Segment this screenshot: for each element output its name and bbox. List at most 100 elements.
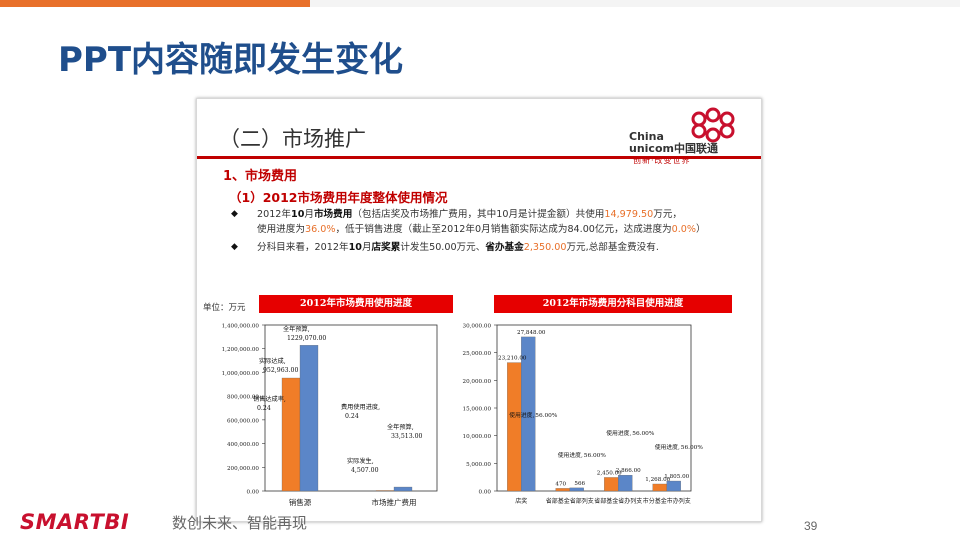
smartbi-logo: SMARTBI bbox=[20, 510, 130, 534]
chart1-ytick-label: 800,000.00 bbox=[227, 395, 259, 401]
footer-tagline: 数创未来、智能再现 bbox=[172, 514, 308, 532]
subsection-heading: （1）2012市场费用年度整体使用情况 bbox=[229, 190, 448, 205]
chart2-progress-value: 56.00% bbox=[681, 445, 704, 451]
top-bar-rest bbox=[310, 0, 960, 7]
chart1-category-label: 销售源 bbox=[289, 497, 312, 507]
chart1-annotation-label: 费用使用进度, bbox=[341, 403, 380, 411]
chart2-category-label: 市分基金市办列支 bbox=[643, 497, 691, 505]
chart2-progress-label: 使用进度, bbox=[509, 411, 534, 419]
chart2-orange-value-label: 23,210.00 bbox=[498, 356, 527, 362]
b1-text1: 2012年 bbox=[257, 209, 292, 220]
chart2-blue-value-label: 1,805.00 bbox=[664, 474, 689, 480]
slide-title-underline bbox=[197, 156, 761, 159]
b1-text7: ） bbox=[696, 224, 706, 235]
chart1-annotation-label: 实际达成, bbox=[259, 357, 286, 365]
chart2-progress-label: 使用进度, bbox=[558, 451, 583, 459]
chart2-bar bbox=[652, 483, 667, 492]
chart2-ytick-label: 10,000.00 bbox=[463, 434, 492, 440]
chart2-orange-value-label: 1,268.00 bbox=[645, 477, 670, 483]
b2-term: 店奖累 bbox=[371, 242, 401, 253]
chart2-bar bbox=[569, 487, 584, 492]
chart1-svg: 1,400,000.00 1,200,000.00 1,000,000.00 800,… bbox=[222, 324, 438, 507]
chart2-ytick-label: 30,000.00 bbox=[463, 324, 492, 330]
chart2-bar bbox=[666, 480, 681, 492]
chart1-annotation-value: 0.24 bbox=[257, 405, 271, 412]
chart2-bar bbox=[521, 336, 536, 492]
chart2-ytick-label: 25,000.00 bbox=[463, 351, 492, 357]
b1-text2: 月 bbox=[304, 209, 314, 220]
logo-brand-text: China unicom中国联通 bbox=[629, 131, 718, 155]
logo-brand-line1: China bbox=[629, 130, 664, 143]
logo-slogan: 创新·改变世界 bbox=[633, 156, 691, 165]
chart2-blue-value-label: 2,866.00 bbox=[616, 468, 641, 474]
chart2-bar bbox=[618, 474, 633, 492]
chart1-ytick-label: 1,000,000.00 bbox=[222, 371, 260, 377]
chart1-ytick-label: 1,400,000.00 bbox=[222, 324, 260, 330]
b1-text4: 万元， bbox=[653, 209, 683, 220]
bullet-diamond-icon: ◆ bbox=[231, 242, 238, 252]
unicom-knot-icon bbox=[691, 107, 735, 143]
chart1-ytick-label: 0.00 bbox=[247, 490, 260, 496]
top-accent-bar bbox=[0, 0, 310, 7]
chart1-annotation-value: 952,963.00 bbox=[263, 367, 298, 374]
chart1-ytick-label: 600,000.00 bbox=[227, 418, 259, 424]
china-unicom-logo: China unicom中国联通 创新·改变世界 bbox=[629, 107, 747, 167]
chart1-annotation-value: 33,513.00 bbox=[391, 433, 423, 440]
chart2-bar bbox=[507, 362, 522, 492]
chart1-ytick-label: 1,200,000.00 bbox=[222, 347, 260, 353]
chart1-bar bbox=[393, 486, 413, 492]
b1-progress: 36.0% bbox=[304, 224, 336, 235]
b1-text6: ，低于销售进度（截止至2012年0月销售额实际达成为84.00亿元，达成进度为 bbox=[335, 224, 672, 235]
chart2-svg: 30,000.00 25,000.00 20,000.00 15,000.00 10,0… bbox=[463, 324, 704, 506]
chart2-bar bbox=[604, 477, 619, 492]
section-heading: 1、市场费用 bbox=[223, 169, 298, 184]
chart1-annotation-label: 全年预算, bbox=[283, 325, 310, 333]
b1-term: 市场费用 bbox=[313, 209, 353, 220]
chart1-bar bbox=[299, 345, 319, 492]
chart2-category-label: 省部基金省部列支 bbox=[546, 497, 594, 505]
unit-label: 单位：万元 bbox=[203, 303, 246, 313]
chart1-bar bbox=[281, 377, 301, 492]
logo-brand-line2: unicom中国联通 bbox=[629, 142, 718, 155]
b2-text1: 分科目来看，2012年 bbox=[257, 242, 349, 253]
chart1-category-label: 市场推广费用 bbox=[372, 497, 417, 507]
chart2-title: 2012年市场费用分科目使用进度 bbox=[494, 295, 732, 313]
chart2-ytick-label: 5,000.00 bbox=[466, 462, 491, 468]
chart2-progress-label: 使用进度, bbox=[606, 429, 631, 437]
chart1-annotation-value: 1229,070.00 bbox=[287, 335, 326, 342]
chart2-category-label: 店奖 bbox=[515, 497, 527, 505]
chart2-ytick-label: 15,000.00 bbox=[463, 407, 492, 413]
page-title: PPT内容随即发生变化 bbox=[58, 40, 404, 80]
chart1-bar bbox=[375, 490, 395, 492]
b1-sales-progress: 0.0% bbox=[671, 224, 697, 235]
chart2-blue-value-label: 566 bbox=[574, 481, 585, 487]
chart1-title: 2012年市场费用使用进度 bbox=[259, 295, 453, 313]
b2-text4: 万元,总部基金费没有. bbox=[566, 242, 659, 253]
bullet-1: ◆ 2012年10月市场费用（包括店奖及市场推广费用，其中10月是计提金额）共使… bbox=[231, 207, 706, 237]
b2-amount: 2,350.00 bbox=[523, 242, 567, 253]
chart2-progress-value: 56.00% bbox=[632, 431, 655, 437]
chart2-orange-value-label: 470 bbox=[555, 481, 566, 487]
chart1-ytick-label: 400,000.00 bbox=[227, 442, 259, 448]
chart1-annotation-value: 4,507.00 bbox=[351, 467, 379, 474]
b2-month: 10 bbox=[348, 242, 362, 253]
bullet-2: ◆ 分科目来看，2012年10月店奖累计发生50.00万元、省办基金2,350.… bbox=[231, 240, 659, 255]
b1-text3: （包括店奖及市场推广费用，其中10月是计提金额）共使用 bbox=[352, 209, 605, 220]
chart2-blue-value-label: 27,848.00 bbox=[517, 330, 546, 336]
b1-text5: 使用进度为 bbox=[257, 224, 305, 235]
chart2-ytick-label: 20,000.00 bbox=[463, 379, 492, 385]
b1-month: 10 bbox=[291, 209, 305, 220]
chart1-annotation-value: 0.24 bbox=[345, 413, 359, 420]
chart1-annotation-label: 全年预算, bbox=[387, 423, 414, 431]
b1-amount: 14,979.50 bbox=[604, 209, 654, 220]
slide-title: （二）市场推广 bbox=[219, 127, 366, 151]
chart2-orange-value-label: 2,450.00 bbox=[597, 470, 622, 476]
chart2-progress-label: 使用进度, bbox=[655, 443, 680, 451]
chart2-category-label: 省部基金省办列支 bbox=[594, 497, 642, 505]
b2-term2: 省办基金 bbox=[485, 242, 524, 253]
embedded-slide: （二）市场推广 China unicom中国联通 创新·改变世界 1、市场费用 … bbox=[196, 98, 762, 522]
chart1-annotation-label: 实际发生, bbox=[347, 457, 374, 465]
chart2-ytick-label: 0.00 bbox=[479, 490, 492, 496]
b2-text2: 月 bbox=[361, 242, 372, 253]
chart1-annotation-label: 销售达成率, bbox=[253, 395, 286, 403]
